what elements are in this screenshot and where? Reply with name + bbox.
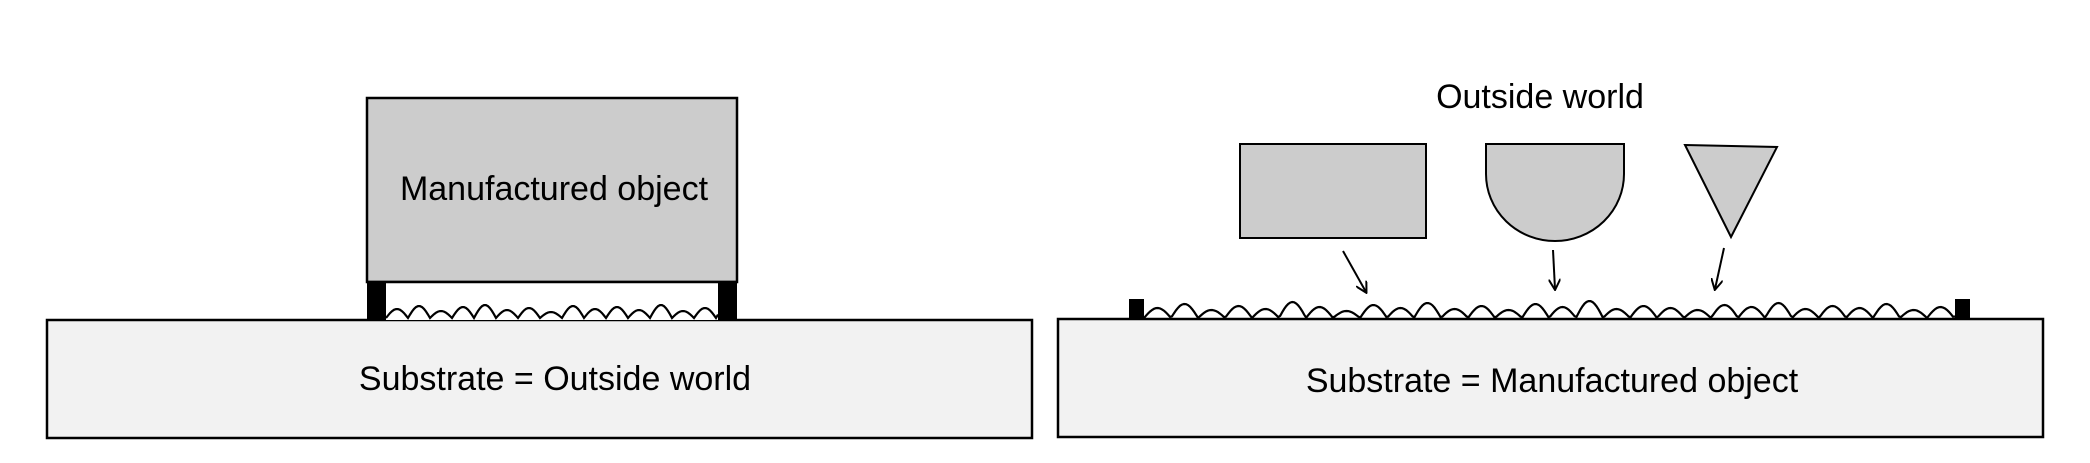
right-substrate: [1056, 317, 2045, 439]
left-panel: Substrate = Outside world Manufactured o…: [45, 96, 1034, 440]
right-spacer-block: [718, 282, 737, 320]
manufactured-object-label: Manufactured object: [400, 170, 709, 208]
arrow-from-triangle: [1715, 247, 1725, 289]
right-left-marker: [1129, 299, 1144, 319]
arrow-from-half-disc: [1553, 249, 1555, 289]
arrow-from-rectangle: [1342, 250, 1366, 292]
right-right-marker: [1955, 299, 1970, 319]
rectangle-shape: [1239, 143, 1427, 239]
triangle-shape: [1683, 143, 1779, 240]
left-substrate-label: Substrate = Outside world: [359, 360, 751, 398]
right-panel: Substrate = Manufactured object Outside …: [1056, 78, 2045, 439]
right-substrate-label: Substrate = Manufactured object: [1306, 362, 1799, 400]
outside-world-label: Outside world: [1436, 78, 1644, 116]
left-spacer-block: [367, 282, 386, 320]
left-surface-roughness: [385, 304, 719, 321]
manufactured-object-box: [365, 96, 739, 284]
left-substrate: [45, 318, 1034, 440]
right-surface-roughness: [1143, 300, 1956, 320]
half-disc-shape: [1485, 143, 1625, 242]
left-gap-area: [386, 282, 718, 320]
